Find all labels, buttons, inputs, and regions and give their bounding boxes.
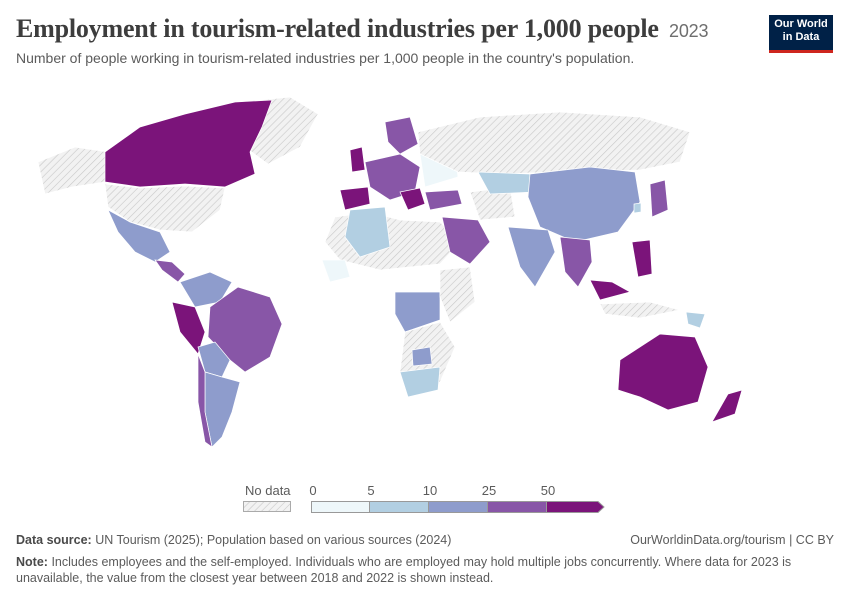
- legend-bin-0-5: [311, 501, 370, 513]
- chart-header: Employment in tourism-related industries…: [16, 14, 756, 66]
- legend-no-data-label: No data: [245, 483, 291, 498]
- legend-bin-25-50: [487, 501, 547, 513]
- region-iberia[interactable]: [339, 186, 371, 211]
- legend-bin-5-10: [369, 501, 429, 513]
- legend-tick-5: 5: [367, 483, 375, 498]
- region-indonesia[interactable]: [599, 301, 681, 319]
- region-malaysia[interactable]: [589, 279, 631, 301]
- note-text: Includes employees and the self-employed…: [16, 555, 792, 585]
- region-saudi-arabia[interactable]: [441, 216, 491, 265]
- region-india[interactable]: [507, 226, 556, 288]
- region-central-america[interactable]: [154, 259, 186, 283]
- chart-year: 2023: [669, 21, 709, 41]
- legend-tick-10: 10: [422, 483, 438, 498]
- data-source: Data source: UN Tourism (2025); Populati…: [16, 532, 834, 548]
- legend-tick-25: 25: [481, 483, 497, 498]
- region-scandinavia[interactable]: [384, 116, 419, 155]
- region-colombia[interactable]: [179, 271, 233, 308]
- region-japan[interactable]: [649, 179, 669, 218]
- region-canada[interactable]: [104, 99, 273, 188]
- legend-bin-10-25: [428, 501, 488, 513]
- region-papua[interactable]: [685, 311, 706, 329]
- region-chile[interactable]: [197, 353, 213, 448]
- region-central-africa[interactable]: [394, 291, 441, 333]
- chart-title: Employment in tourism-related industries…: [16, 14, 756, 44]
- region-usa[interactable]: [104, 183, 226, 233]
- legend-tick-0: 0: [309, 483, 317, 498]
- legend-bin-50-plus: [546, 501, 605, 513]
- chart-subtitle: Number of people working in tourism-rela…: [16, 50, 635, 66]
- logo-line-2: in Data: [782, 31, 820, 43]
- region-china[interactable]: [527, 166, 641, 243]
- region-mexico[interactable]: [107, 209, 171, 263]
- region-west-africa[interactable]: [321, 259, 351, 283]
- map-legend: No data 0 5 10 25 50: [243, 480, 613, 520]
- region-east-africa[interactable]: [439, 266, 476, 323]
- source-url-link[interactable]: OurWorldinData.org/tourism | CC BY: [630, 533, 834, 547]
- region-australia[interactable]: [617, 333, 709, 411]
- region-argentina[interactable]: [204, 371, 241, 448]
- data-source-text: UN Tourism (2025); Population based on v…: [95, 533, 452, 547]
- legend-tick-50: 50: [540, 483, 556, 498]
- region-turkey[interactable]: [424, 189, 463, 211]
- region-south-africa[interactable]: [399, 366, 441, 398]
- logo-line-1: Our World: [774, 18, 828, 30]
- legend-no-data-swatch: [243, 501, 291, 512]
- region-bolivia[interactable]: [197, 341, 231, 378]
- region-southeast-asia[interactable]: [559, 236, 593, 288]
- chart-note: Note: Includes employees and the self-em…: [16, 554, 834, 586]
- chart-title-text: Employment in tourism-related industries…: [16, 14, 659, 43]
- region-alaska[interactable]: [37, 146, 109, 195]
- region-taiwan[interactable]: [633, 202, 642, 214]
- region-russia[interactable]: [417, 111, 691, 175]
- region-philippines[interactable]: [631, 239, 653, 278]
- world-map[interactable]: [0, 92, 850, 472]
- region-algeria[interactable]: [344, 206, 391, 258]
- chart-footer: Data source: UN Tourism (2025); Populati…: [16, 532, 834, 586]
- region-balkans[interactable]: [399, 187, 426, 211]
- region-peru[interactable]: [171, 301, 206, 355]
- region-uk[interactable]: [349, 146, 366, 173]
- data-source-label: Data source:: [16, 533, 92, 547]
- owid-logo[interactable]: Our World in Data: [769, 15, 833, 53]
- region-zimbabwe[interactable]: [411, 346, 433, 367]
- legend-color-scale: [311, 501, 605, 513]
- region-new-zealand[interactable]: [711, 389, 743, 423]
- note-label: Note:: [16, 555, 48, 569]
